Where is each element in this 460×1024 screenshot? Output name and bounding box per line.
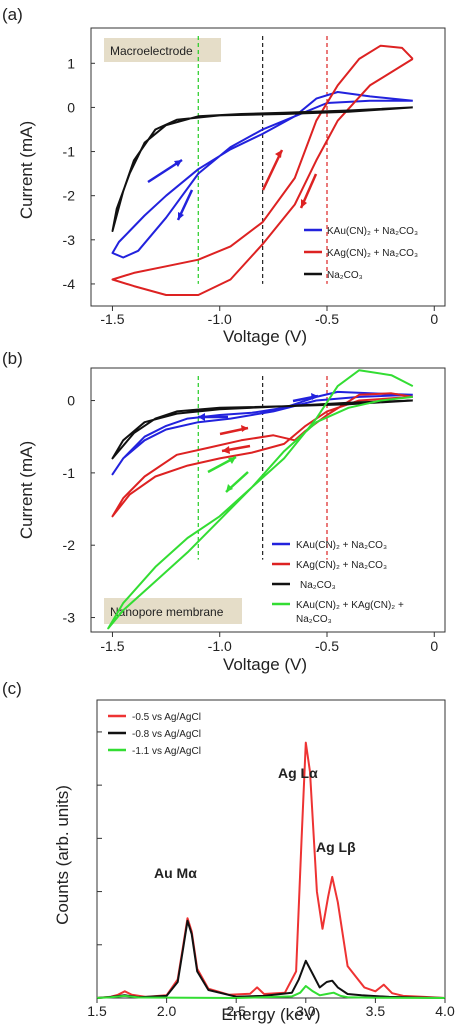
panel-b-series-line-2 — [111, 399, 413, 460]
panel-b-ytick-label-0: -3 — [63, 610, 76, 626]
panel-a-xtick-label-1: -1.0 — [208, 311, 232, 327]
arrow-b-green-forward-head — [228, 457, 236, 464]
arrow-b-blue-back-head — [198, 413, 205, 421]
panel-c-label: (c) — [2, 679, 22, 698]
panel-b-ytick-label-2: -1 — [63, 465, 76, 481]
legend-c-label-11: -1.1 vs Ag/AgCl — [132, 746, 201, 757]
panel-a-ytick-label-2: -2 — [63, 188, 76, 204]
panel-c-xtick-label-3: 3.0 — [296, 1003, 316, 1019]
panel-c-series — [96, 741, 446, 999]
panel-c: (c) 1.5 2.0 2.5 3.0 3.5 4.0 Counts (arb. unit… — [2, 679, 455, 1024]
panel-c-xtick-label-1: 2.0 — [157, 1003, 177, 1019]
panel-a-series-line-1 — [111, 44, 414, 296]
panel-b-xlabel: Voltage (V) — [223, 655, 307, 674]
panel-c-series-line-1 — [96, 919, 446, 999]
panel-c-legend: -0.5 vs Ag/AgCl -0.8 vs Ag/AgCl -1.1 vs … — [108, 712, 201, 757]
annotation-ag-l-beta: Ag Lβ — [316, 839, 356, 855]
panel-a-label: (a) — [2, 5, 23, 24]
panel-b-tag: Nanopore membrane — [110, 605, 224, 619]
panel-b-ticks: -1.5 -1.0 -0.5 0 -3 -2 -1 0 — [63, 393, 439, 654]
panel-a-xtick-label-0: -1.5 — [100, 311, 124, 327]
legend-b-label-au: KAu(CN)₂ + Na₂CO₃ — [296, 540, 387, 551]
legend-a-label-ag: KAg(CN)₂ + Na₂CO₃ — [327, 248, 418, 259]
panel-a-series-line-2 — [111, 106, 413, 232]
panel-b-xtick-label-3: 0 — [430, 638, 438, 654]
panel-a-ticks: -1.5 -1.0 -0.5 0 -4 -3 -2 -1 0 1 — [63, 55, 439, 327]
panel-a-ytick-label-5: 1 — [67, 55, 75, 71]
legend-b-label-ag: KAg(CN)₂ + Na₂CO₃ — [296, 560, 387, 571]
panel-c-plot-frame — [96, 699, 446, 999]
legend-b-label-mix-1: KAu(CN)₂ + KAg(CN)₂ + — [296, 600, 404, 611]
panel-b-ytick-label-3: 0 — [67, 393, 75, 409]
arrow-b-red-back-head — [222, 446, 230, 454]
panel-c-ylabel: Counts (arb. units) — [53, 785, 72, 925]
panel-b-xtick-label-2: -0.5 — [315, 638, 339, 654]
legend-b-label-na: Na₂CO₃ — [300, 580, 336, 591]
panel-c-series-line-0 — [96, 741, 446, 999]
panel-a-ytick-label-3: -1 — [63, 144, 76, 160]
panel-b: (b) Nanopore membrane -1.5 -1.0 -0.5 0-3-2-… — [2, 349, 446, 674]
panel-c-ticks: 1.5 2.0 2.5 3.0 3.5 4.0 — [87, 731, 455, 1019]
panel-a-plot-frame — [90, 27, 446, 307]
arrow-b-blue-forward-head — [311, 393, 318, 400]
panel-a-ylabel: Current (mA) — [17, 121, 36, 219]
panel-c-xtick-label-0: 1.5 — [87, 1003, 107, 1019]
legend-a-label-na: Na₂CO₃ — [327, 270, 363, 281]
panel-a-xlabel: Voltage (V) — [223, 327, 307, 346]
legend-c-label-08: -0.8 vs Ag/AgCl — [132, 729, 201, 740]
arrow-blue-back-head — [178, 212, 184, 220]
panel-a-ytick-label-4: 0 — [67, 99, 75, 115]
legend-a-label-au: KAu(CN)₂ + Na₂CO₃ — [327, 226, 418, 237]
panel-a-tag: Macroelectrode — [110, 44, 193, 58]
arrow-red-forward — [261, 149, 284, 191]
panel-a: (a) Macroelectrode -1.5 -1.0 -0.5 0-4-3-2-1… — [2, 5, 446, 346]
arrow-red-back-head — [301, 199, 307, 208]
panel-a-xtick-label-2: -0.5 — [315, 311, 339, 327]
panel-b-legend: KAu(CN)₂ + Na₂CO₃ KAg(CN)₂ + Na₂CO₃ Na₂C… — [272, 540, 404, 625]
panel-a-series-line-0 — [111, 91, 413, 259]
panel-c-xtick-label-5: 4.0 — [435, 1003, 455, 1019]
annotation-au-m-alpha: Au Mα — [154, 865, 197, 881]
panel-b-plot-frame — [90, 367, 446, 633]
panel-a-xtick-label-3: 0 — [430, 311, 438, 327]
panel-b-label: (b) — [2, 349, 23, 368]
panel-b-series — [107, 369, 414, 630]
panel-b-ylabel: Current (mA) — [17, 441, 36, 539]
arrow-b-red-forward-head — [241, 425, 248, 432]
panel-c-xlabel: Energy (keV) — [221, 1005, 320, 1024]
panel-a-tag-box — [104, 38, 221, 62]
arrow-b-green-back-head — [226, 484, 233, 492]
panel-b-tag-box — [104, 598, 242, 624]
annotation-ag-l-alpha: Ag Lα — [278, 765, 318, 781]
panel-c-series-line-2 — [96, 985, 446, 999]
panel-a-series — [111, 44, 414, 296]
panel-a-legend: KAu(CN)₂ + Na₂CO₃ KAg(CN)₂ + Na₂CO₃ Na₂C… — [304, 226, 418, 281]
panel-b-xtick-label-0: -1.5 — [100, 638, 124, 654]
panel-a-ytick-label-0: -4 — [63, 276, 76, 292]
panel-a-ytick-label-1: -3 — [63, 232, 76, 248]
panel-c-xtick-label-2: 2.5 — [226, 1003, 246, 1019]
panel-a-reference-lines — [197, 36, 328, 284]
panel-b-xtick-label-1: -1.0 — [208, 638, 232, 654]
panel-c-xtick-label-4: 3.5 — [366, 1003, 386, 1019]
legend-b-label-mix-2: Na₂CO₃ — [296, 614, 332, 625]
legend-c-label-05: -0.5 vs Ag/AgCl — [132, 712, 201, 723]
panel-b-ytick-label-1: -2 — [63, 537, 76, 553]
panel-a-direction-arrows — [147, 149, 318, 221]
panel-b-direction-arrows — [198, 393, 319, 493]
panel-b-series-line-3 — [107, 369, 414, 630]
arrow-blue-forward-head — [174, 160, 182, 167]
panel-b-series-line-0 — [111, 390, 413, 476]
arrow-red-forward-head — [275, 150, 282, 158]
